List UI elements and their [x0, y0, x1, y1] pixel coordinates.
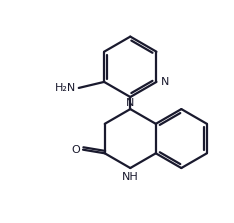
Text: NH: NH	[122, 172, 139, 182]
Text: N: N	[161, 77, 169, 87]
Text: H₂N: H₂N	[55, 83, 76, 93]
Text: N: N	[126, 98, 134, 108]
Text: O: O	[72, 145, 80, 155]
